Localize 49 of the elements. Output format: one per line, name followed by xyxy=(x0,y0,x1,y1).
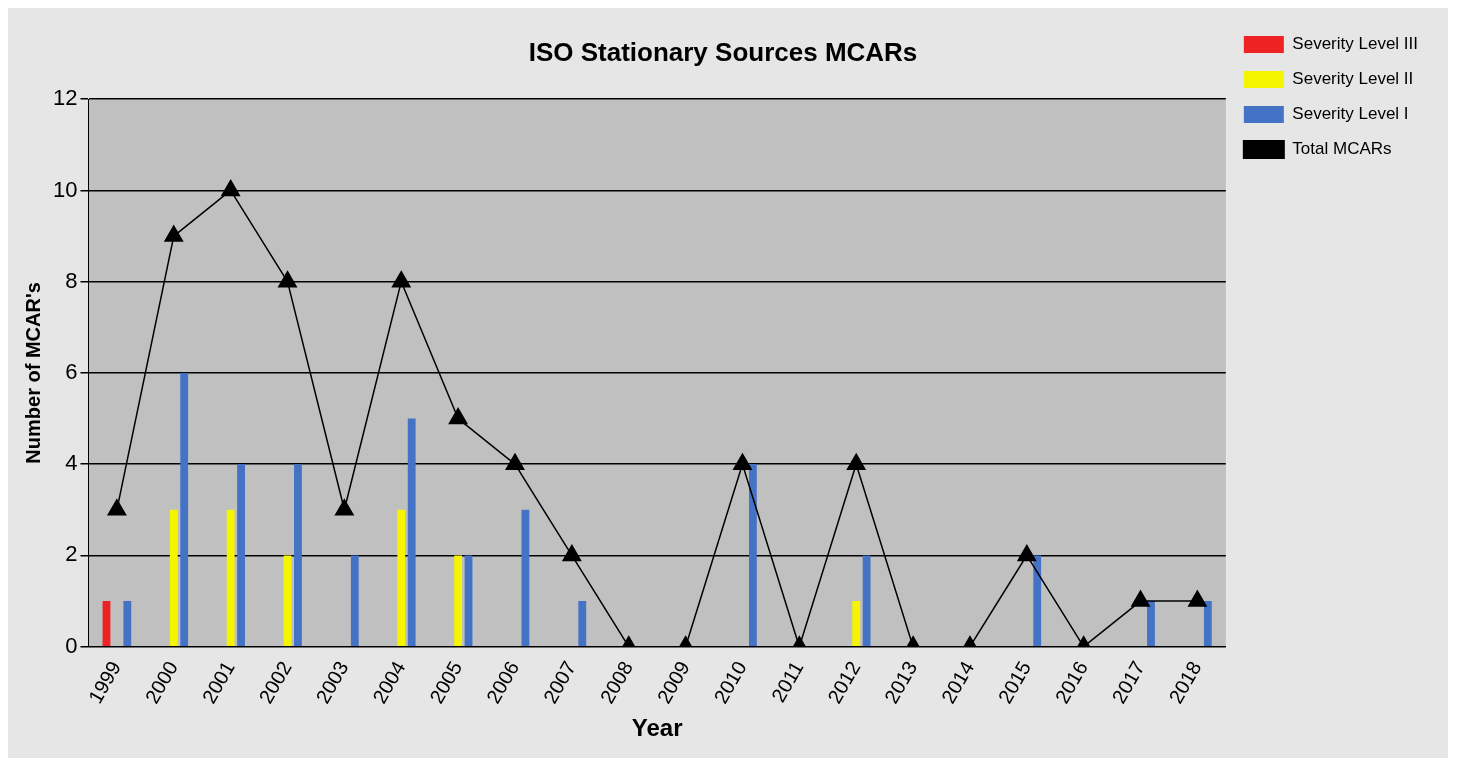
bar xyxy=(1203,601,1212,646)
legend-label: Severity Level III xyxy=(1292,34,1419,54)
bar xyxy=(169,509,178,646)
bar xyxy=(180,372,189,646)
bar xyxy=(1147,601,1155,646)
point xyxy=(1131,590,1150,607)
y-tick-label: 12 xyxy=(52,85,78,111)
bar xyxy=(397,509,406,646)
point xyxy=(1187,590,1207,607)
bar xyxy=(237,464,245,646)
legend-label: Severity Level II xyxy=(1292,69,1414,89)
point xyxy=(334,499,354,516)
point xyxy=(391,270,411,288)
bar xyxy=(407,418,416,646)
point xyxy=(278,270,297,288)
bar xyxy=(1033,555,1042,646)
bar xyxy=(283,555,292,646)
legend-label: Total MCARs xyxy=(1292,139,1392,159)
chart-title: ISO Stationary Sources MCARs xyxy=(528,36,918,67)
y-tick-label: 8 xyxy=(65,267,78,293)
point xyxy=(164,225,184,242)
point xyxy=(846,453,866,470)
bar xyxy=(521,509,530,646)
legend-label: Severity Level I xyxy=(1292,104,1409,124)
bar xyxy=(123,601,132,646)
bar xyxy=(748,464,757,646)
bar xyxy=(226,509,235,646)
bar xyxy=(294,464,302,646)
y-tick-label: 10 xyxy=(52,176,78,202)
bar xyxy=(862,555,871,646)
bar xyxy=(578,601,587,646)
y-tick-label: 6 xyxy=(65,359,78,384)
point xyxy=(221,179,241,197)
x-axis-title: Year xyxy=(631,714,683,742)
bar xyxy=(852,601,861,646)
y-tick-label: 0 xyxy=(65,632,78,658)
bar xyxy=(350,555,359,646)
y-tick-label: 4 xyxy=(65,450,78,476)
y-tick-label: 2 xyxy=(65,541,78,567)
point xyxy=(562,544,582,562)
point xyxy=(505,453,525,470)
point xyxy=(733,453,752,470)
point xyxy=(107,499,127,516)
bar xyxy=(464,555,473,646)
point xyxy=(448,407,468,425)
point xyxy=(1017,544,1037,562)
bar xyxy=(102,601,111,646)
bar xyxy=(454,555,463,646)
y-axis-title: Number of MCAR's xyxy=(21,282,44,464)
